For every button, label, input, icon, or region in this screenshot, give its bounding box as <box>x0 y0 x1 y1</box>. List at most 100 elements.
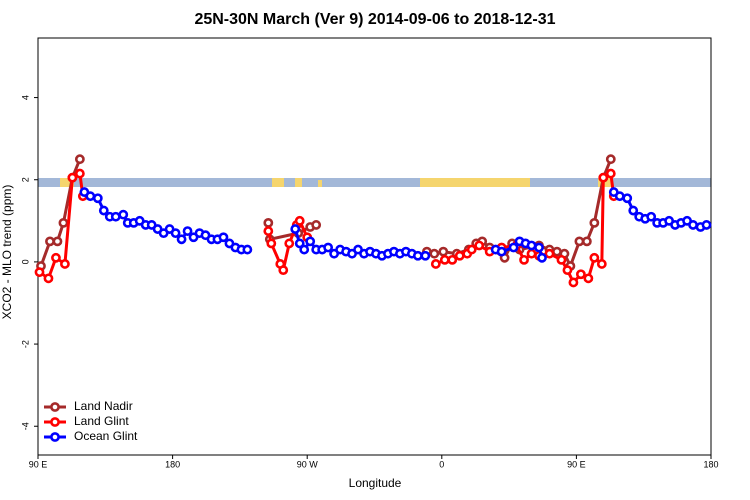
data-point <box>284 238 295 249</box>
land-strip <box>272 178 284 187</box>
y-tick-label: -4 <box>20 422 30 430</box>
land-strip <box>60 178 74 187</box>
data-point <box>323 242 334 253</box>
data-point <box>60 259 70 269</box>
ocean-strip <box>38 178 711 187</box>
y-tick-label: 0 <box>20 259 30 264</box>
data-point <box>568 277 579 288</box>
data-point <box>526 248 537 259</box>
y-tick-label: 4 <box>20 95 30 100</box>
data-point <box>242 244 253 255</box>
data-point <box>614 191 625 202</box>
map-strip <box>38 178 711 187</box>
data-point <box>52 236 63 247</box>
data-point <box>581 236 592 247</box>
data-point <box>51 252 61 263</box>
data-point <box>218 232 229 243</box>
data-point <box>263 217 274 228</box>
x-tick-label: 90 E <box>567 459 586 469</box>
data-point <box>701 220 712 230</box>
series-line <box>38 171 616 286</box>
data-point <box>438 246 449 257</box>
data-point <box>544 248 555 259</box>
data-point <box>575 269 586 280</box>
data-point <box>182 226 193 236</box>
data-point <box>305 236 316 247</box>
data-point <box>412 250 423 261</box>
data-point <box>266 238 277 249</box>
data-point <box>290 224 301 234</box>
y-axis-title: XCO2 - MLO trend (ppm) <box>0 185 14 320</box>
data-point <box>176 234 187 245</box>
land-strip <box>295 178 302 187</box>
legend-marker <box>50 402 60 412</box>
data-point <box>574 236 585 247</box>
data-point <box>98 205 109 216</box>
data-point <box>605 154 616 165</box>
data-point <box>439 254 450 265</box>
legend-marker <box>50 432 60 442</box>
y-tick-label: 2 <box>20 177 30 182</box>
legend-marker <box>50 417 60 427</box>
x-tick-label: 90 E <box>29 459 48 469</box>
data-point <box>294 215 305 226</box>
data-point <box>646 211 657 222</box>
plot-frame <box>37 37 712 456</box>
data-point <box>74 168 85 179</box>
data-point <box>74 154 85 165</box>
data-point <box>67 172 78 183</box>
data-point <box>299 244 310 255</box>
x-tick-label: 180 <box>703 459 718 469</box>
data-point <box>170 228 181 239</box>
data-point <box>508 242 519 253</box>
data-point <box>688 220 698 230</box>
data-point <box>85 191 96 202</box>
y-tick-label: -2 <box>20 340 30 348</box>
data-point <box>556 254 567 265</box>
chart-title: 25N-30N March (Ver 9) 2014-09-06 to 2018… <box>194 11 555 28</box>
data-point <box>622 193 633 204</box>
x-tick-label: 90 W <box>297 459 319 469</box>
land-strip <box>318 180 322 187</box>
land-strip <box>598 178 612 187</box>
data-point <box>628 205 639 216</box>
data-point <box>605 168 616 179</box>
data-point <box>589 252 600 263</box>
data-point <box>466 244 477 255</box>
legend-label: Land Nadir <box>74 399 133 413</box>
data-point <box>562 265 573 276</box>
x-axis-title: Longitude <box>349 476 402 490</box>
data-point <box>474 240 485 251</box>
data-point <box>537 252 547 263</box>
data-point <box>447 254 458 265</box>
legend-label: Land Glint <box>74 414 129 428</box>
data-point <box>596 259 607 269</box>
data-point <box>45 236 55 247</box>
data-point <box>118 209 129 220</box>
data-point <box>110 211 121 222</box>
data-point <box>58 217 69 228</box>
data-point <box>430 259 441 269</box>
data-point <box>534 242 544 253</box>
land-strip <box>420 178 530 187</box>
data-point <box>496 246 507 257</box>
legend-label: Ocean Glint <box>74 429 138 443</box>
data-point <box>43 273 54 284</box>
data-point <box>263 226 274 236</box>
data-point <box>294 238 305 249</box>
data-point <box>420 250 431 261</box>
data-point <box>92 193 103 204</box>
data-point <box>598 172 609 183</box>
x-tick-label: 180 <box>165 459 180 469</box>
data-point <box>278 265 289 276</box>
data-point <box>429 248 440 259</box>
data-point <box>526 240 537 251</box>
data-point <box>34 267 45 278</box>
data-point <box>519 254 529 265</box>
data-point <box>583 273 594 284</box>
data-point <box>589 217 600 228</box>
x-tick-label: 0 <box>439 459 444 469</box>
data-point <box>454 250 465 261</box>
